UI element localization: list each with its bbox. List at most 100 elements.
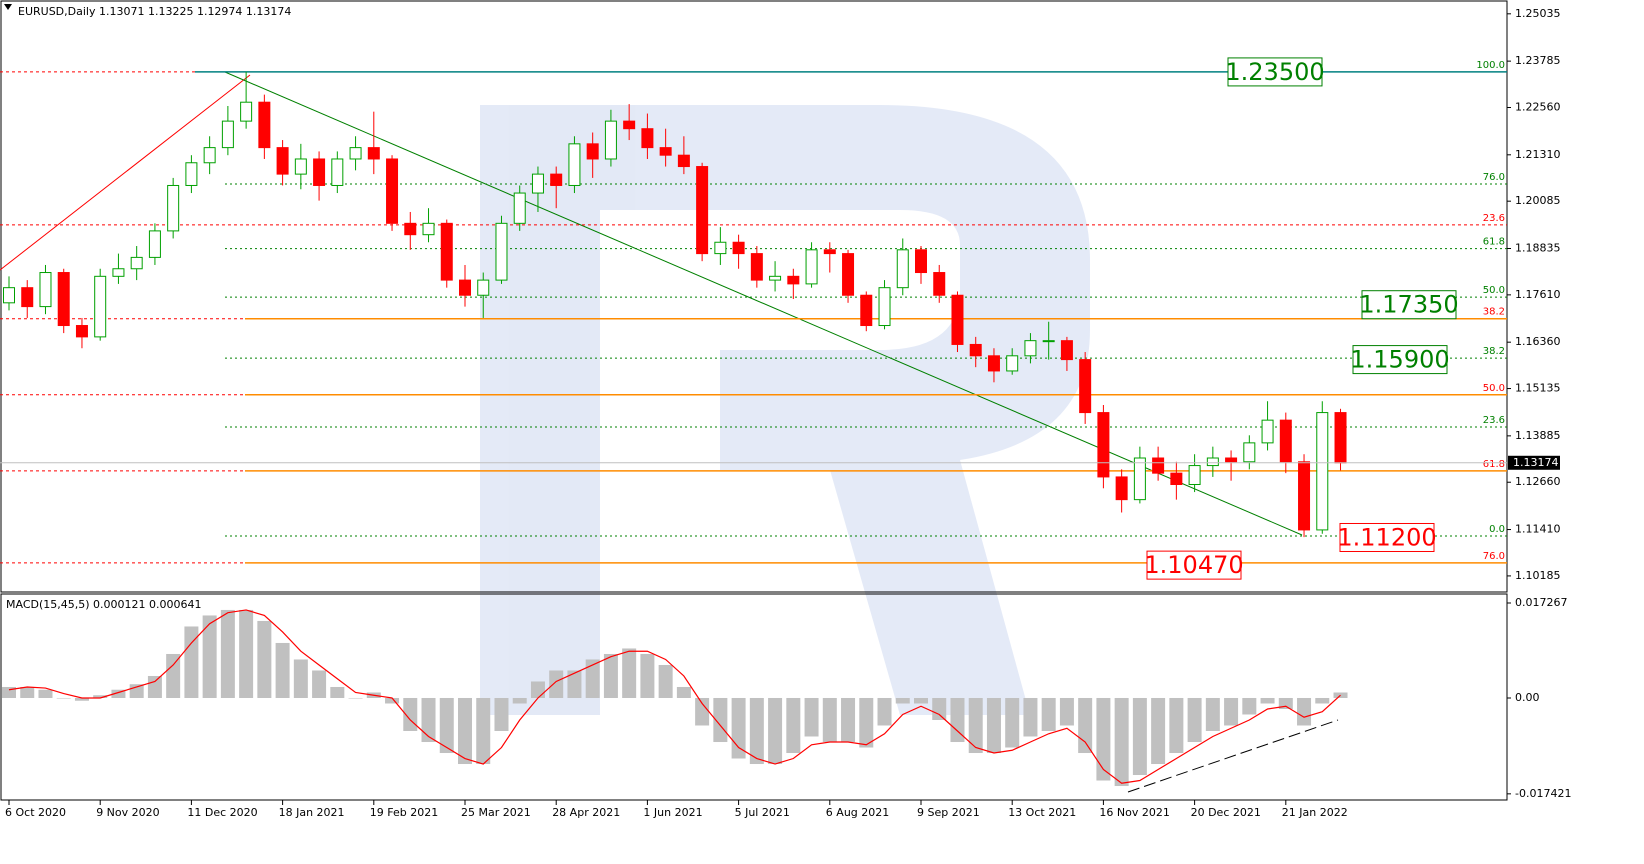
macd-bar (950, 697, 965, 743)
candle-body (276, 147, 289, 175)
macd-bar (421, 697, 436, 743)
x-tick-label: 6 Oct 2020 (5, 806, 66, 819)
x-tick-label: 1 Jun 2021 (643, 806, 702, 819)
macd-bar (476, 697, 491, 765)
macd-bar (2, 686, 16, 698)
macd-bar (768, 697, 783, 765)
y-tick-label: 0.017267 (1515, 596, 1568, 609)
candle-body (1334, 412, 1347, 464)
macd-bar (841, 697, 856, 743)
fib-label: 76.0 (1483, 172, 1505, 183)
x-tick-label: 11 Dec 2020 (187, 806, 257, 819)
price-box-frame (1361, 290, 1457, 320)
y-tick-label: 1.23785 (1515, 54, 1561, 67)
y-tick-label: -0.017421 (1515, 787, 1571, 800)
macd-bar (1023, 697, 1038, 737)
macd-bar (439, 697, 454, 754)
macd-bar (1059, 697, 1074, 726)
divergence-line (1127, 719, 1339, 793)
price-box-label: 1.17350 (1359, 291, 1458, 319)
macd-bar (312, 670, 327, 698)
macd-bar (567, 670, 582, 698)
macd-bar (1096, 697, 1111, 781)
candle-body (1097, 412, 1110, 478)
macd-bar (494, 697, 509, 732)
y-tick-label: 1.20085 (1515, 194, 1561, 207)
macd-bar (877, 697, 892, 726)
candle-body (568, 143, 581, 186)
price-tag-label: 1.13174 (1513, 456, 1559, 469)
x-tick-label: 18 Jan 2021 (279, 806, 345, 819)
candle-body (1152, 457, 1165, 474)
candle-body (21, 287, 34, 308)
menu-arrow (4, 4, 12, 10)
x-tick-label: 5 Jul 2021 (735, 806, 790, 819)
macd-title: MACD(15,45,5) 0.000121 0.000641 (6, 598, 202, 611)
macd-bar (1205, 697, 1220, 732)
candle-body (3, 287, 15, 304)
x-tick-label: 25 Mar 2021 (461, 806, 531, 819)
macd-bar (932, 697, 947, 720)
price-box-frame (1146, 550, 1242, 580)
macd-bar (1242, 697, 1257, 715)
price-box-frame (1352, 345, 1448, 375)
macd-bar (1005, 697, 1020, 748)
macd-bar (713, 697, 728, 743)
candle-body (604, 120, 617, 160)
macd-bar (166, 653, 181, 698)
price-box-frame (1227, 57, 1323, 87)
candle-body (1170, 472, 1183, 486)
candle-body (440, 222, 453, 281)
candle-body (659, 147, 672, 156)
price-box: 1.17350 (1359, 290, 1459, 320)
macd-bar (147, 675, 162, 698)
candle-body (386, 158, 399, 224)
macd-bar (111, 689, 126, 698)
y-tick-label: 1.11410 (1515, 523, 1561, 536)
candle-body (167, 184, 180, 232)
macd-bar (968, 697, 983, 754)
macd-bar (822, 697, 837, 743)
candle-body (641, 128, 654, 149)
candle-body (696, 166, 709, 255)
macd-bar (93, 695, 108, 698)
candle-body (39, 272, 52, 308)
candle-body (112, 268, 125, 277)
y-tick-label: 1.25035 (1515, 7, 1561, 20)
candle-body (221, 120, 234, 149)
macd-bar (20, 686, 35, 698)
macd-bar (1187, 697, 1202, 743)
candle-body (1188, 465, 1201, 486)
candle-body (1279, 419, 1292, 463)
candle-body (933, 272, 946, 296)
macd-bar (804, 697, 819, 737)
macd-bar (986, 697, 1001, 754)
candle-body (1225, 457, 1238, 463)
macd-bar (330, 686, 345, 698)
macd-signal (8, 609, 1341, 784)
y-tick-label: 1.15135 (1515, 382, 1561, 395)
macd-bar (74, 697, 89, 701)
macd-bar (220, 609, 235, 698)
candle-body (623, 120, 636, 130)
macd-bar (1224, 697, 1239, 726)
y-tick-label: 1.18835 (1515, 241, 1561, 254)
candle-body (787, 275, 800, 285)
macd-bar (257, 620, 272, 698)
candle-body (513, 192, 526, 224)
candle-body (240, 101, 253, 122)
candle-body (1024, 340, 1037, 357)
x-tick-label: 19 Feb 2021 (370, 806, 438, 819)
price-box-frame (1339, 522, 1435, 552)
x-tick-label: 20 Dec 2021 (1191, 806, 1261, 819)
candle-body (1133, 457, 1146, 501)
y-tick-label: 1.13885 (1515, 429, 1561, 442)
x-tick-label: 13 Oct 2021 (1008, 806, 1076, 819)
candle-body (732, 241, 745, 255)
candle-body (987, 355, 1000, 372)
fib-label: 76.0 (1483, 551, 1505, 562)
candle-body (422, 222, 435, 236)
candle-body (331, 158, 344, 186)
x-tick-label: 28 Apr 2021 (552, 806, 620, 819)
macd-bar (658, 664, 673, 698)
